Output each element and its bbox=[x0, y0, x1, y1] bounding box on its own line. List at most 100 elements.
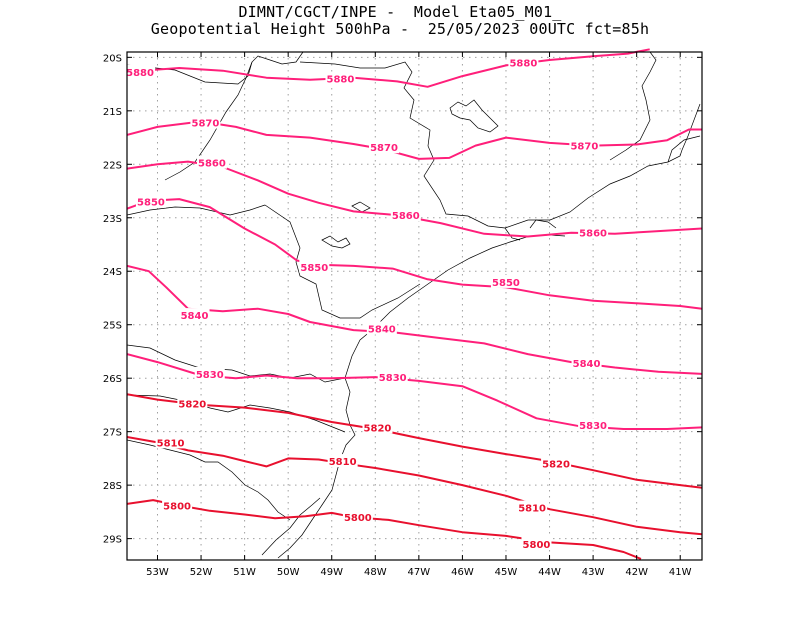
contour-label-bg bbox=[325, 71, 356, 85]
contour-label-bg bbox=[125, 64, 156, 78]
contour-label-5880: 5880 bbox=[509, 59, 537, 70]
contour-label-bg bbox=[135, 194, 166, 208]
contour-label-5870: 5870 bbox=[570, 142, 598, 153]
contour-label-bg bbox=[490, 274, 521, 288]
contour-5840 bbox=[126, 264, 703, 375]
lon-tick-label: 49W bbox=[320, 567, 343, 578]
contour-label-bg bbox=[342, 510, 373, 524]
contour-label-bg bbox=[521, 536, 552, 550]
contour-label-5820: 5820 bbox=[542, 460, 570, 471]
contour-5820 bbox=[126, 393, 703, 489]
contour-label-5800: 5800 bbox=[344, 513, 372, 524]
contour-label-bg bbox=[508, 55, 539, 69]
contour-label-bg bbox=[578, 225, 609, 239]
contour-label-bg bbox=[362, 420, 393, 434]
contour-label-bg bbox=[327, 454, 358, 468]
lon-tick-label: 42W bbox=[625, 567, 648, 578]
contour-label-5840: 5840 bbox=[368, 324, 396, 335]
lat-tick-label: 25S bbox=[103, 321, 122, 332]
contour-label-5880: 5880 bbox=[327, 75, 355, 86]
title-line-1: DIMNT/CGCT/INPE - Model Eta05_M01_ bbox=[238, 3, 562, 21]
lon-tick-label: 45W bbox=[495, 567, 518, 578]
boundary-mg-rj bbox=[504, 149, 683, 229]
contour-label-bg bbox=[299, 259, 330, 273]
contour-label-bg bbox=[177, 396, 208, 410]
boundary-mg-es bbox=[609, 51, 657, 161]
coastline-south bbox=[277, 377, 356, 559]
contour-label-bg bbox=[194, 366, 225, 380]
contour-label-5840: 5840 bbox=[573, 359, 601, 370]
contour-label-bg bbox=[162, 498, 193, 512]
lon-tick-label: 44W bbox=[538, 567, 561, 578]
contour-label-bg bbox=[390, 208, 421, 222]
contour-5810 bbox=[126, 436, 703, 536]
contour-label-5850: 5850 bbox=[300, 263, 328, 274]
contour-label-5830: 5830 bbox=[196, 370, 224, 381]
coastline-sp-pr bbox=[344, 234, 566, 379]
lon-tick-label: 43W bbox=[582, 567, 605, 578]
contour-label-bg bbox=[366, 321, 397, 335]
contour-label-5860: 5860 bbox=[579, 229, 607, 240]
lat-tick-label: 20S bbox=[103, 53, 122, 64]
boundary-sp-pr bbox=[264, 204, 421, 319]
lon-tick-label: 41W bbox=[669, 567, 692, 578]
contour-5860 bbox=[126, 160, 703, 238]
contour-label-bg bbox=[190, 115, 221, 129]
baia-guanabara bbox=[529, 219, 557, 229]
reservoir-sp bbox=[351, 201, 371, 213]
lat-tick-label: 24S bbox=[103, 267, 122, 278]
contour-label-bg bbox=[179, 308, 210, 322]
lat-tick-label: 22S bbox=[103, 160, 122, 171]
reservoir-furnas bbox=[449, 99, 499, 133]
contour-label-bg bbox=[578, 418, 609, 432]
lat-tick-label: 29S bbox=[103, 535, 122, 546]
title-line-2: Geopotential Height 500hPa - 25/05/2023 … bbox=[150, 20, 650, 38]
boundary-rs-argentina bbox=[126, 439, 291, 521]
contour-label-5830: 5830 bbox=[579, 421, 607, 432]
contour-label-5830: 5830 bbox=[379, 373, 407, 384]
contour-5870 bbox=[126, 120, 702, 160]
contour-label-5870: 5870 bbox=[191, 119, 219, 130]
contour-label-5800: 5800 bbox=[163, 501, 191, 512]
map-frame bbox=[126, 51, 703, 561]
lat-tick-label: 27S bbox=[103, 428, 122, 439]
lat-tick-label: 23S bbox=[103, 214, 122, 225]
lon-tick-label: 53W bbox=[146, 567, 169, 578]
contour-label-bg bbox=[569, 138, 600, 152]
contour-label-5850: 5850 bbox=[492, 278, 520, 289]
contour-label-5820: 5820 bbox=[364, 423, 392, 434]
contour-label-5810: 5810 bbox=[518, 504, 546, 515]
lat-tick-label: 26S bbox=[103, 374, 122, 385]
contour-label-5850: 5850 bbox=[137, 198, 165, 209]
contour-label-5870: 5870 bbox=[370, 143, 398, 154]
contour-label-5860: 5860 bbox=[198, 159, 226, 170]
contour-label-bg bbox=[377, 370, 408, 384]
contour-label-bg bbox=[541, 456, 572, 470]
chart-title: DIMNT/CGCT/INPE - Model Eta05_M01_ Geopo… bbox=[0, 4, 800, 38]
boundary-mg-sp-east bbox=[299, 61, 521, 241]
contour-label-bg bbox=[517, 500, 548, 514]
lon-tick-label: 48W bbox=[364, 567, 387, 578]
lon-tick-label: 52W bbox=[190, 567, 213, 578]
contour-label-5810: 5810 bbox=[157, 438, 185, 449]
lagoa-dos-patos bbox=[261, 497, 321, 556]
contour-label-5810: 5810 bbox=[329, 457, 357, 468]
lat-tick-label: 21S bbox=[103, 107, 122, 118]
contour-label-5860: 5860 bbox=[392, 211, 420, 222]
contour-label-bg bbox=[196, 155, 227, 169]
reservoir-parana bbox=[321, 235, 351, 249]
contour-label-bg bbox=[571, 356, 602, 370]
lon-tick-label: 47W bbox=[408, 567, 431, 578]
contour-label-5820: 5820 bbox=[178, 399, 206, 410]
contour-label-bg bbox=[369, 140, 400, 154]
contour-label-bg bbox=[155, 435, 186, 449]
lat-tick-label: 28S bbox=[103, 481, 122, 492]
boundary-pr-ms-paraguay bbox=[126, 204, 266, 216]
boundary-es-rj bbox=[667, 135, 701, 163]
lon-tick-label: 46W bbox=[451, 567, 474, 578]
contour-label-5880: 5880 bbox=[126, 68, 154, 79]
contour-5880 bbox=[126, 48, 650, 88]
contour-label-5800: 5800 bbox=[523, 540, 551, 551]
lon-tick-label: 50W bbox=[277, 567, 300, 578]
